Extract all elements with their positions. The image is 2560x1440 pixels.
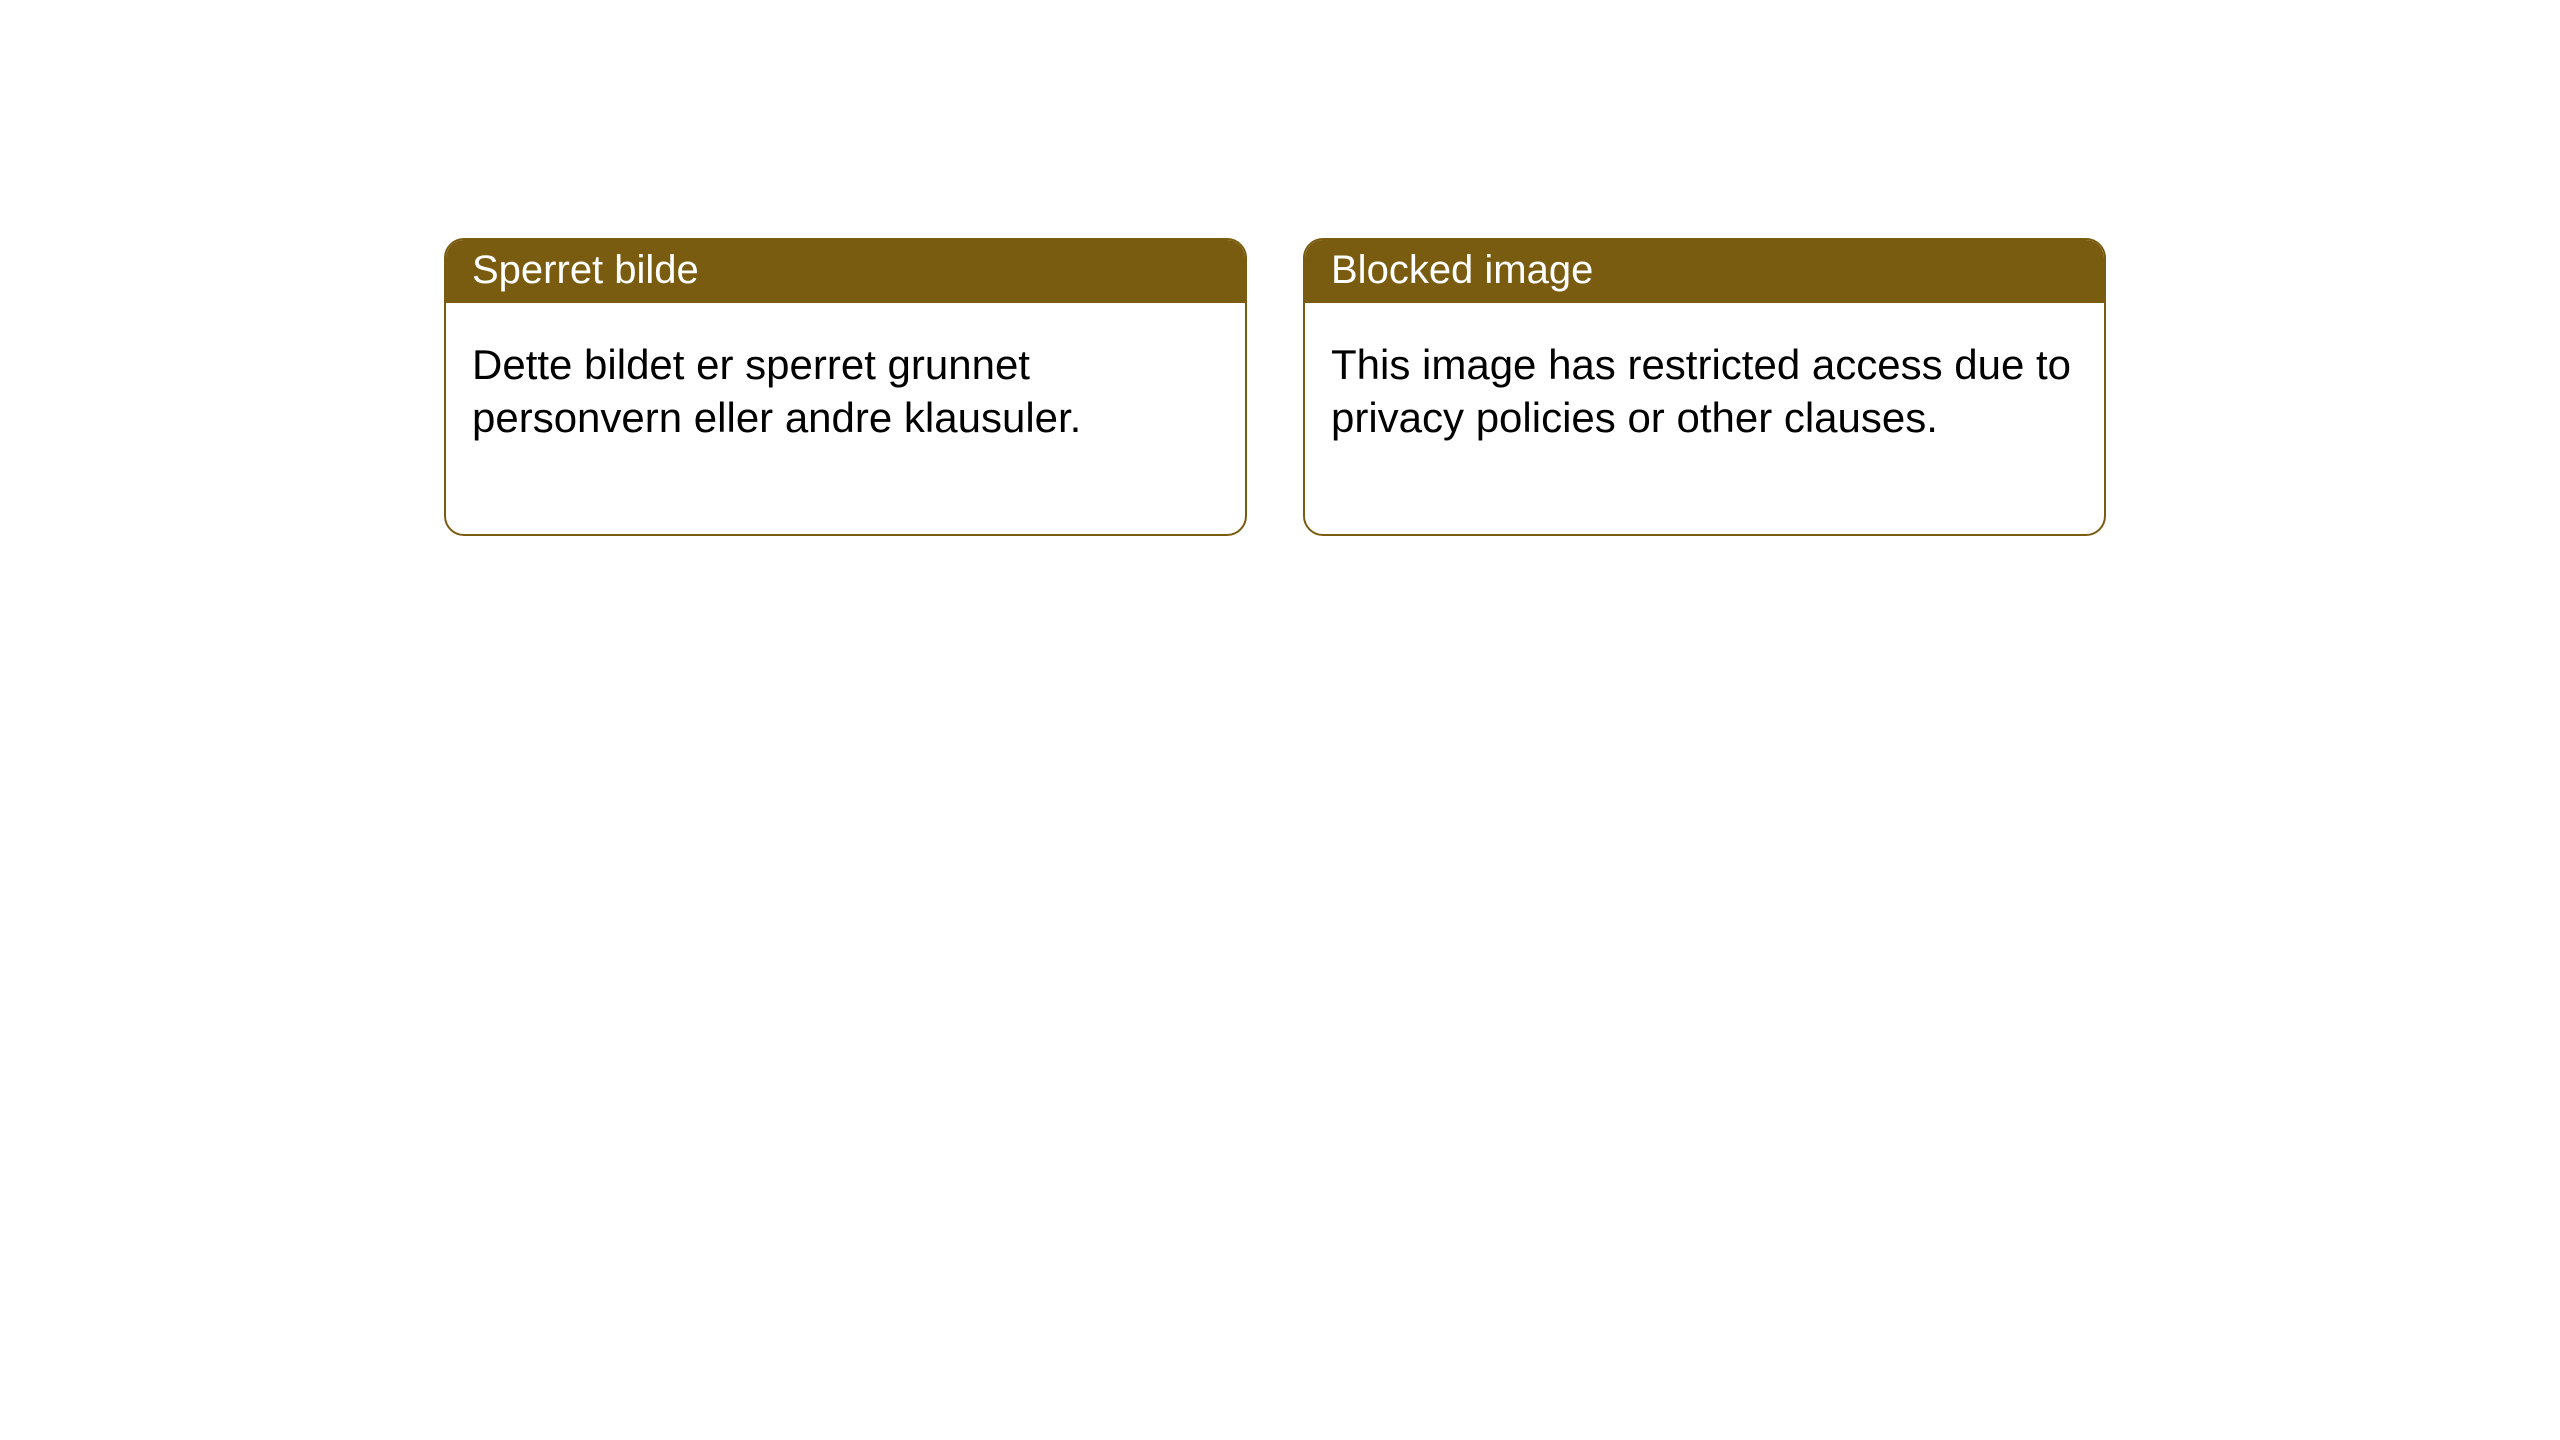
card-body: Dette bildet er sperret grunnet personve… [446, 303, 1245, 534]
blocked-image-card-en: Blocked image This image has restricted … [1303, 238, 2106, 536]
card-title: Sperret bilde [472, 248, 699, 292]
card-message: Dette bildet er sperret grunnet personve… [472, 341, 1081, 441]
card-body: This image has restricted access due to … [1305, 303, 2104, 534]
card-message: This image has restricted access due to … [1331, 341, 2071, 441]
card-header: Blocked image [1305, 240, 2104, 303]
blocked-image-card-no: Sperret bilde Dette bildet er sperret gr… [444, 238, 1247, 536]
card-title: Blocked image [1331, 248, 1593, 292]
notice-container: Sperret bilde Dette bildet er sperret gr… [0, 0, 2560, 536]
card-header: Sperret bilde [446, 240, 1245, 303]
